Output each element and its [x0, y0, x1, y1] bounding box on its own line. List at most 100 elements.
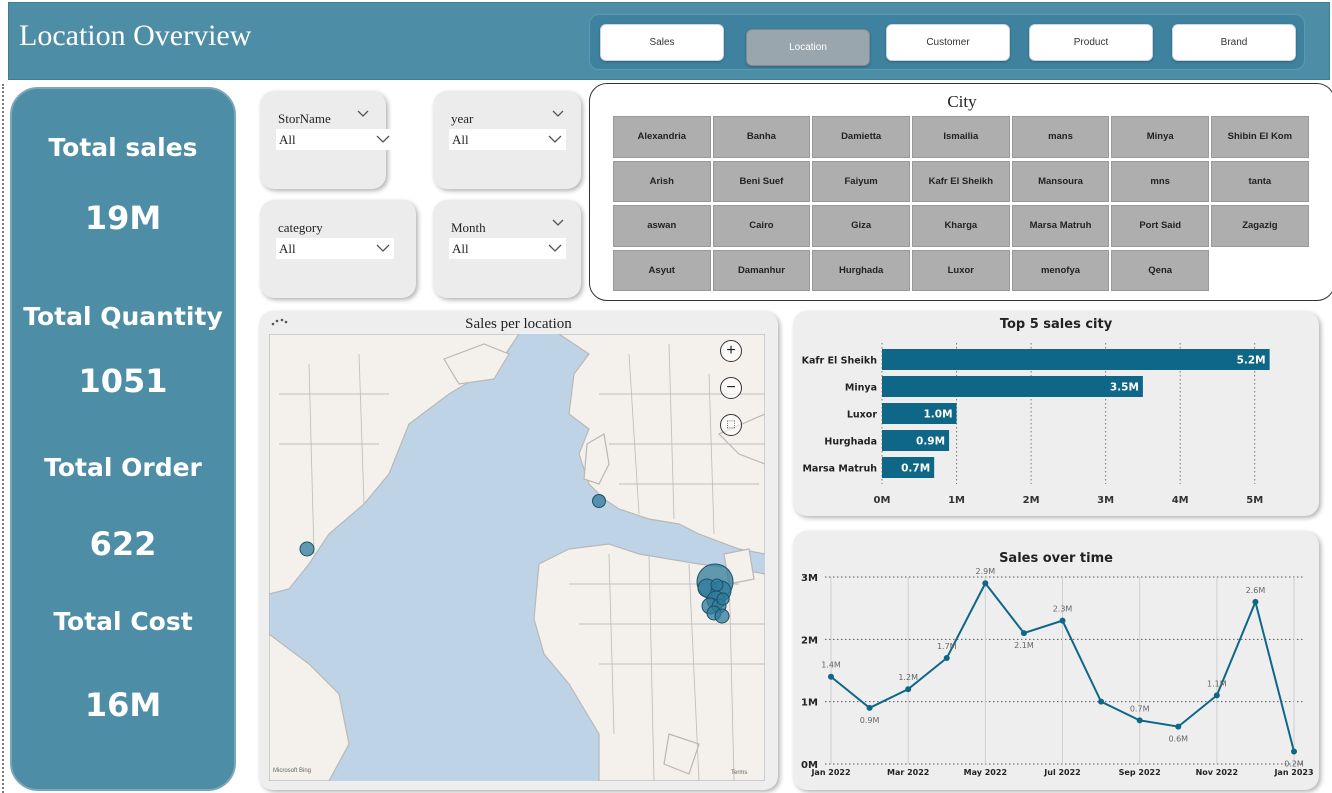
kpi-total-cost-value: 16M	[84, 686, 162, 724]
map-terms-link[interactable]: Terms	[731, 770, 748, 776]
x-tick-label: Nov 2022	[1196, 768, 1238, 777]
data-label: 2.6M	[1246, 586, 1266, 595]
data-point	[1252, 598, 1259, 605]
dropdown-value: All	[452, 241, 469, 256]
loading-dots-icon	[271, 318, 288, 326]
category-label: Kafr El Sheikh	[802, 356, 878, 367]
city-tile[interactable]: Arish	[613, 160, 711, 202]
city-tile[interactable]: Mansoura	[1011, 160, 1110, 202]
x-tick-label: 1M	[948, 495, 965, 506]
chevron-down-icon[interactable]	[551, 108, 565, 118]
nav-brand-button[interactable]: Brand	[1172, 24, 1296, 61]
data-point	[1098, 698, 1105, 705]
category-dropdown[interactable]: All	[276, 238, 394, 259]
chart-title: Top 5 sales city	[999, 317, 1113, 332]
sales-over-time-card: Sales over time 0M 1M 2M 3M Jan 2022 Mar 2022…	[793, 531, 1319, 790]
data-label: 2.3M	[1053, 605, 1073, 614]
city-tile[interactable]: Alexandria	[613, 116, 711, 158]
city-tile[interactable]: tanta	[1211, 160, 1309, 202]
month-dropdown[interactable]: All	[449, 238, 566, 259]
zoom-out-icon[interactable]: −	[720, 377, 742, 399]
select-area-icon[interactable]: ⬚	[720, 414, 742, 436]
city-tile[interactable]: Beni Suef	[712, 160, 811, 202]
city-tile[interactable]: Damanhur	[712, 249, 811, 291]
city-tile[interactable]: mans	[1011, 116, 1110, 158]
data-label: 1.7M	[937, 642, 957, 651]
kpi-total-quantity-label: Total Quantity	[23, 302, 223, 331]
page-navigator: Sales Location Customer Product Brand	[589, 14, 1305, 70]
data-label: 0.6M	[1168, 735, 1188, 744]
city-tile[interactable]: Marsa Matruh	[1011, 205, 1110, 247]
chevron-down-icon[interactable]	[356, 108, 370, 118]
city-tile[interactable]: Hurghada	[812, 249, 910, 291]
chevron-down-icon	[376, 135, 390, 143]
month-slicer: Month All	[433, 200, 581, 298]
data-point	[1136, 717, 1143, 724]
data-label: 5.2M	[1237, 355, 1266, 367]
sales-map[interactable]: + − ⬚ Microsoft Bing Terms	[269, 334, 765, 781]
city-tile[interactable]: mns	[1111, 160, 1209, 202]
map-basemap	[269, 334, 765, 781]
city-tile[interactable]: Shibin El Kom	[1211, 116, 1309, 158]
city-tile[interactable]: Luxor	[912, 249, 1010, 291]
data-label: 0.9M	[860, 716, 880, 725]
top5-chart-card: Top 5 sales city 0M 1M 2M 3M 4M 5M Kafr El She…	[793, 311, 1319, 516]
city-tile[interactable]: Port Said	[1111, 205, 1209, 247]
city-tile[interactable]: Asyut	[613, 249, 711, 291]
x-tick-label: Jan 2022	[810, 768, 850, 777]
header-bar: Location Overview Sales Location Custome…	[8, 2, 1330, 80]
kpi-total-quantity-value: 1051	[78, 362, 168, 400]
city-tile[interactable]: menofya	[1011, 249, 1110, 291]
nav-location-button[interactable]: Location	[746, 29, 870, 66]
data-point	[1213, 692, 1220, 699]
city-tile[interactable]: Banha	[712, 116, 811, 158]
data-label: 1.1M	[1207, 679, 1227, 688]
kpi-total-cost-label: Total Cost	[53, 607, 193, 636]
city-tile[interactable]: Minya	[1111, 116, 1209, 158]
map-attribution: Microsoft Bing	[273, 768, 312, 774]
data-label: 0.9M	[916, 436, 945, 448]
city-slicer: City Alexandria Banha Damietta Ismailia mans…	[589, 83, 1332, 301]
nav-product-button[interactable]: Product	[1029, 24, 1153, 61]
chevron-down-icon	[376, 244, 390, 252]
zoom-in-icon[interactable]: +	[720, 340, 742, 362]
city-tile[interactable]: aswan	[613, 205, 711, 247]
category-label: Marsa Matruh	[802, 464, 877, 475]
city-tile[interactable]: Ismailia	[912, 116, 1010, 158]
x-tick-label: 2M	[1023, 495, 1040, 506]
y-tick-label: 1M	[801, 698, 818, 709]
city-tile[interactable]: Zagazig	[1211, 205, 1309, 247]
storname-slicer: StorName All	[260, 91, 394, 189]
storname-dropdown[interactable]: All	[276, 129, 394, 150]
city-tile[interactable]: Kafr El Sheikh	[912, 160, 1010, 202]
data-label: 0.2M	[1284, 760, 1304, 769]
data-label: 0.7M	[1130, 704, 1150, 713]
city-tile[interactable]: Cairo	[712, 205, 811, 247]
year-dropdown[interactable]: All	[449, 129, 566, 150]
bar	[882, 349, 1270, 370]
x-tick-label: 5M	[1246, 495, 1263, 506]
city-tile[interactable]: Kharga	[912, 205, 1010, 247]
x-tick-label: Mar 2022	[887, 768, 929, 777]
slicer-title: category	[278, 220, 323, 235]
city-tile[interactable]: Faiyum	[812, 160, 910, 202]
data-point	[828, 673, 834, 680]
top5-bar-chart: 0M 1M 2M 3M 4M 5M Kafr El Sheikh 5.2M Minya 3.5M L…	[802, 343, 1270, 506]
bar	[882, 376, 1143, 397]
nav-customer-button[interactable]: Customer	[886, 24, 1010, 61]
chevron-down-icon	[548, 244, 562, 252]
map-card: Sales per location	[259, 311, 778, 790]
dropdown-value: All	[279, 241, 296, 256]
city-tile[interactable]: Qena	[1111, 249, 1209, 291]
city-tile[interactable]: Damietta	[812, 116, 910, 158]
slicer-title: year	[451, 111, 474, 126]
chevron-down-icon[interactable]	[551, 217, 565, 227]
city-tile[interactable]: Giza	[812, 205, 910, 247]
city-slicer-title: City	[947, 92, 977, 111]
category-label: Hurghada	[824, 437, 877, 448]
data-label: 0.7M	[901, 463, 930, 475]
slicer-title: Month	[451, 220, 486, 235]
category-label: Minya	[845, 383, 877, 394]
data-label: 1.0M	[923, 409, 952, 421]
nav-sales-button[interactable]: Sales	[600, 24, 724, 61]
